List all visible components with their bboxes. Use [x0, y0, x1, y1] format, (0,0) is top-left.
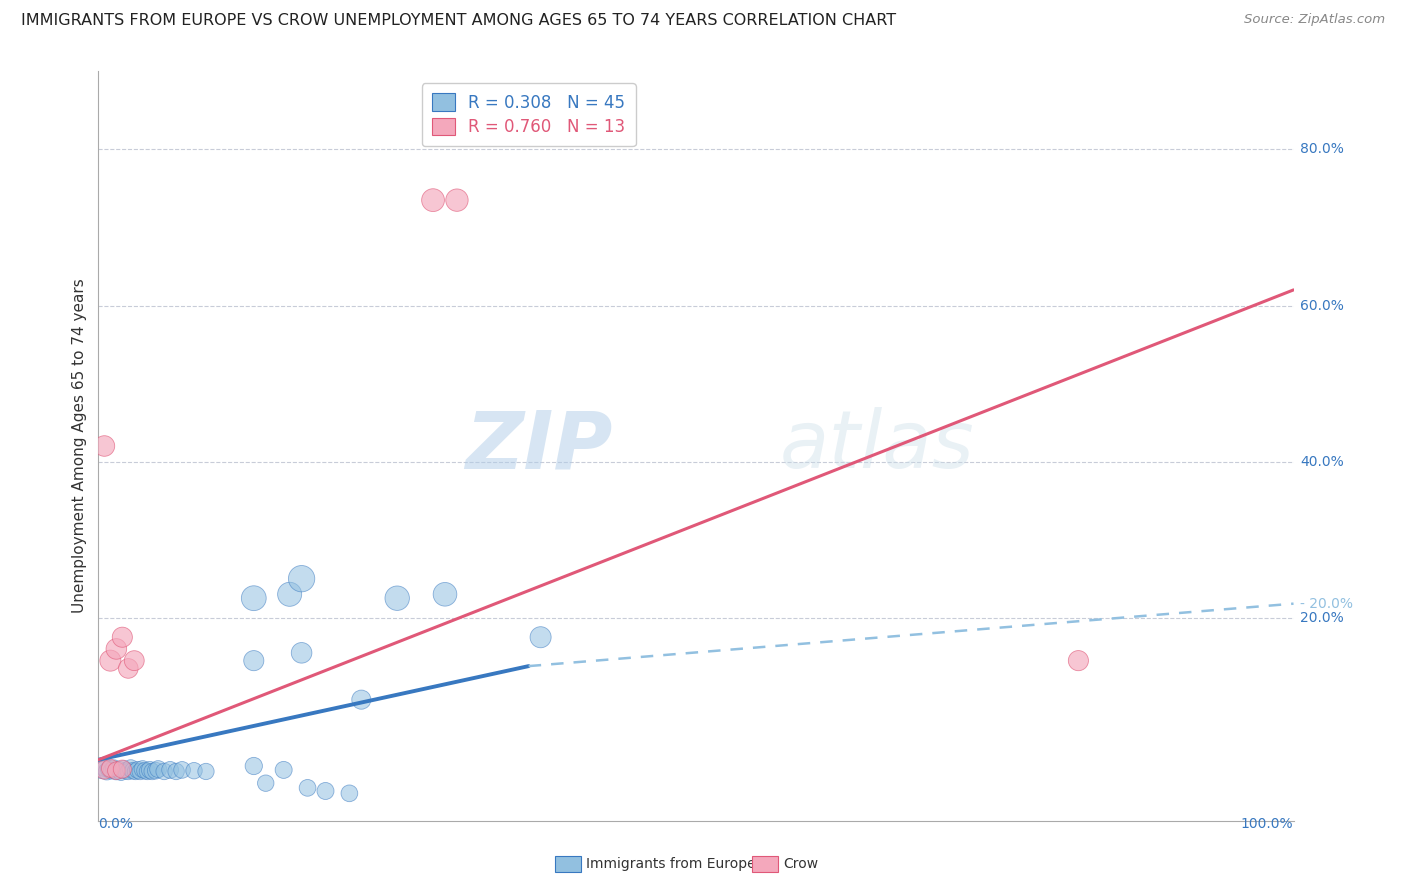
Point: [148, 762, 170, 776]
Point: [127, 763, 149, 777]
Text: Crow: Crow: [783, 857, 818, 871]
Point: [103, 761, 125, 775]
Point: [165, 764, 187, 779]
Y-axis label: Unemployment Among Ages 65 to 74 years: Unemployment Among Ages 65 to 74 years: [72, 278, 87, 614]
Point: [145, 764, 167, 778]
Point: [172, 763, 194, 777]
Point: [153, 764, 176, 779]
Point: [98, 762, 121, 776]
Point: [243, 654, 266, 668]
Point: [339, 786, 361, 800]
Point: [105, 642, 128, 657]
Point: [141, 764, 163, 779]
Point: [315, 784, 337, 798]
Point: [110, 765, 132, 780]
Point: [385, 591, 409, 606]
Point: [297, 780, 319, 795]
Point: [131, 762, 153, 776]
Point: [422, 193, 444, 207]
Text: ZIP: ZIP: [465, 407, 613, 485]
Point: [139, 763, 162, 777]
Point: [136, 764, 159, 779]
Point: [273, 763, 295, 777]
Point: [446, 193, 468, 207]
Point: [111, 762, 134, 776]
Text: 80.0%: 80.0%: [1301, 143, 1344, 156]
Point: [105, 764, 128, 779]
Point: [1067, 654, 1090, 668]
Point: [183, 764, 205, 778]
Text: 40.0%: 40.0%: [1301, 455, 1344, 468]
Point: [254, 776, 277, 790]
Point: [93, 763, 115, 777]
Text: 60.0%: 60.0%: [1301, 299, 1344, 312]
Point: [134, 764, 156, 778]
Point: [105, 764, 128, 778]
Point: [96, 764, 118, 779]
Point: [91, 763, 114, 777]
Point: [120, 761, 142, 775]
Text: atlas: atlas: [779, 407, 974, 485]
Point: [530, 630, 553, 644]
Point: [278, 587, 301, 601]
Text: - 20.0%: - 20.0%: [1301, 597, 1354, 611]
Point: [124, 654, 146, 668]
Point: [350, 692, 373, 706]
Point: [115, 764, 138, 778]
Point: [117, 764, 139, 779]
Point: [124, 764, 146, 779]
Point: [195, 764, 218, 779]
Point: [107, 763, 129, 777]
Text: IMMIGRANTS FROM EUROPE VS CROW UNEMPLOYMENT AMONG AGES 65 TO 74 YEARS CORRELATIO: IMMIGRANTS FROM EUROPE VS CROW UNEMPLOYM…: [21, 13, 896, 29]
Point: [129, 764, 152, 779]
Legend: R = 0.308   N = 45, R = 0.760   N = 13: R = 0.308 N = 45, R = 0.760 N = 13: [422, 84, 636, 146]
Point: [291, 646, 314, 660]
Point: [243, 759, 266, 773]
Point: [434, 587, 457, 601]
Text: 100.0%: 100.0%: [1241, 817, 1294, 830]
Text: Source: ZipAtlas.com: Source: ZipAtlas.com: [1244, 13, 1385, 27]
Text: 0.0%: 0.0%: [98, 817, 134, 830]
Point: [93, 439, 115, 453]
Point: [122, 764, 145, 778]
Point: [117, 661, 139, 675]
Text: 20.0%: 20.0%: [1301, 611, 1344, 624]
Point: [243, 591, 266, 606]
Point: [112, 762, 135, 776]
Point: [291, 572, 314, 586]
Point: [98, 654, 122, 668]
Point: [98, 761, 122, 775]
Point: [93, 760, 115, 774]
Point: [159, 763, 181, 777]
Point: [100, 764, 122, 778]
Point: [111, 630, 134, 644]
Text: Immigrants from Europe: Immigrants from Europe: [586, 857, 756, 871]
